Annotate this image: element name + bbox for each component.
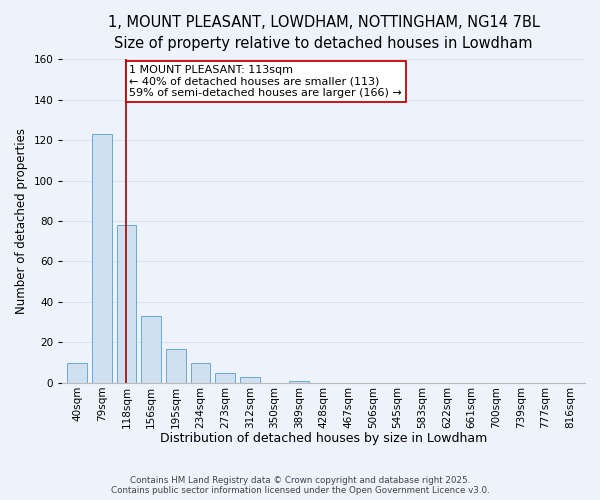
Bar — [67, 362, 87, 383]
Bar — [166, 348, 185, 383]
Bar — [92, 134, 112, 383]
Bar — [141, 316, 161, 383]
Title: 1, MOUNT PLEASANT, LOWDHAM, NOTTINGHAM, NG14 7BL
Size of property relative to de: 1, MOUNT PLEASANT, LOWDHAM, NOTTINGHAM, … — [108, 15, 539, 51]
Bar — [116, 225, 136, 383]
Bar — [240, 377, 260, 383]
Bar — [289, 381, 309, 383]
Text: 1 MOUNT PLEASANT: 113sqm
← 40% of detached houses are smaller (113)
59% of semi-: 1 MOUNT PLEASANT: 113sqm ← 40% of detach… — [130, 65, 402, 98]
Y-axis label: Number of detached properties: Number of detached properties — [15, 128, 28, 314]
Bar — [215, 373, 235, 383]
Text: Contains HM Land Registry data © Crown copyright and database right 2025.
Contai: Contains HM Land Registry data © Crown c… — [110, 476, 490, 495]
X-axis label: Distribution of detached houses by size in Lowdham: Distribution of detached houses by size … — [160, 432, 487, 445]
Bar — [191, 362, 210, 383]
